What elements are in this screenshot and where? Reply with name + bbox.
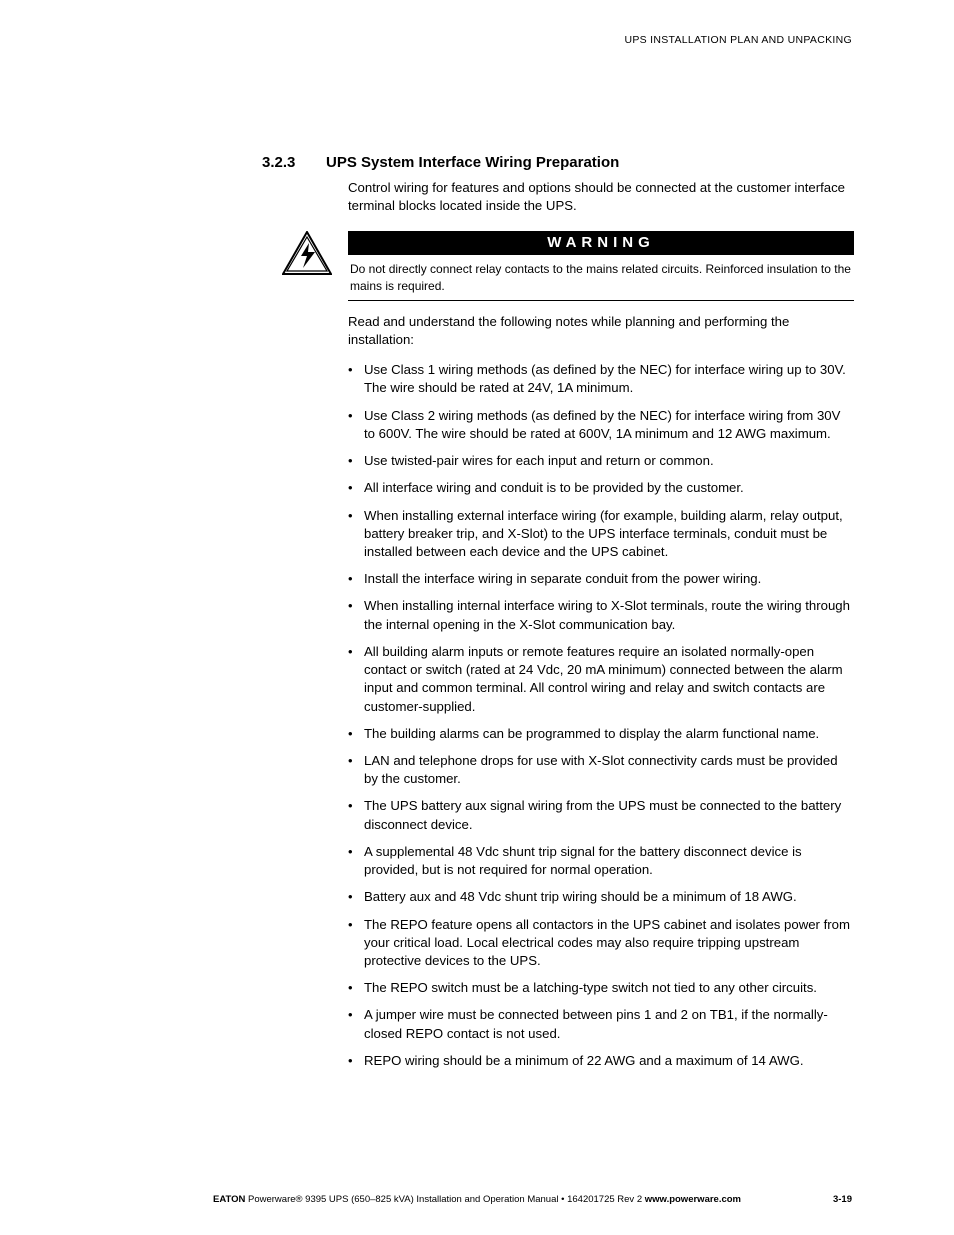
list-item: The UPS battery aux signal wiring from t…	[348, 797, 854, 833]
list-item: The REPO switch must be a latching-type …	[348, 979, 854, 997]
body-column: Control wiring for features and options …	[348, 179, 854, 1070]
notes-intro: Read and understand the following notes …	[348, 313, 854, 349]
list-item: REPO wiring should be a minimum of 22 AW…	[348, 1052, 854, 1070]
running-header: UPS INSTALLATION PLAN AND UNPACKING	[624, 34, 852, 46]
warning-wrapper: WARNING Do not directly connect relay co…	[348, 231, 854, 300]
list-item: A jumper wire must be connected between …	[348, 1006, 854, 1042]
footer-docnum: 164201725 Rev 2	[564, 1194, 644, 1205]
list-item: LAN and telephone drops for use with X-S…	[348, 752, 854, 788]
section-title: UPS System Interface Wiring Preparation	[326, 154, 619, 171]
footer-product: Powerware® 9395 UPS (650–825 kVA) Instal…	[245, 1194, 561, 1205]
warning-text: Do not directly connect relay contacts t…	[348, 255, 854, 300]
list-item: All interface wiring and conduit is to b…	[348, 479, 854, 497]
electric-hazard-icon	[282, 231, 332, 275]
section-number: 3.2.3	[262, 154, 300, 171]
main-content: 3.2.3 UPS System Interface Wiring Prepar…	[262, 154, 854, 1079]
list-item: When installing internal interface wirin…	[348, 597, 854, 633]
page: UPS INSTALLATION PLAN AND UNPACKING 3.2.…	[0, 0, 954, 1235]
list-item: The building alarms can be programmed to…	[348, 725, 854, 743]
list-item: Use Class 2 wiring methods (as defined b…	[348, 407, 854, 443]
list-item: Use Class 1 wiring methods (as defined b…	[348, 361, 854, 397]
section-heading-row: 3.2.3 UPS System Interface Wiring Prepar…	[262, 154, 854, 171]
list-item: When installing external interface wirin…	[348, 507, 854, 562]
warning-block: WARNING Do not directly connect relay co…	[348, 231, 854, 300]
list-item: All building alarm inputs or remote feat…	[348, 643, 854, 716]
footer: EATON Powerware® 9395 UPS (650–825 kVA) …	[0, 1194, 954, 1205]
page-number: 3-19	[833, 1194, 852, 1205]
warning-label: WARNING	[348, 231, 854, 255]
list-item: A supplemental 48 Vdc shunt trip signal …	[348, 843, 854, 879]
notes-list: Use Class 1 wiring methods (as defined b…	[348, 361, 854, 1070]
footer-brand: EATON	[213, 1194, 245, 1205]
intro-paragraph: Control wiring for features and options …	[348, 179, 854, 215]
list-item: The REPO feature opens all contactors in…	[348, 916, 854, 971]
list-item: Use twisted-pair wires for each input an…	[348, 452, 854, 470]
list-item: Install the interface wiring in separate…	[348, 570, 854, 588]
list-item: Battery aux and 48 Vdc shunt trip wiring…	[348, 888, 854, 906]
footer-url: www.powerware.com	[645, 1194, 741, 1205]
